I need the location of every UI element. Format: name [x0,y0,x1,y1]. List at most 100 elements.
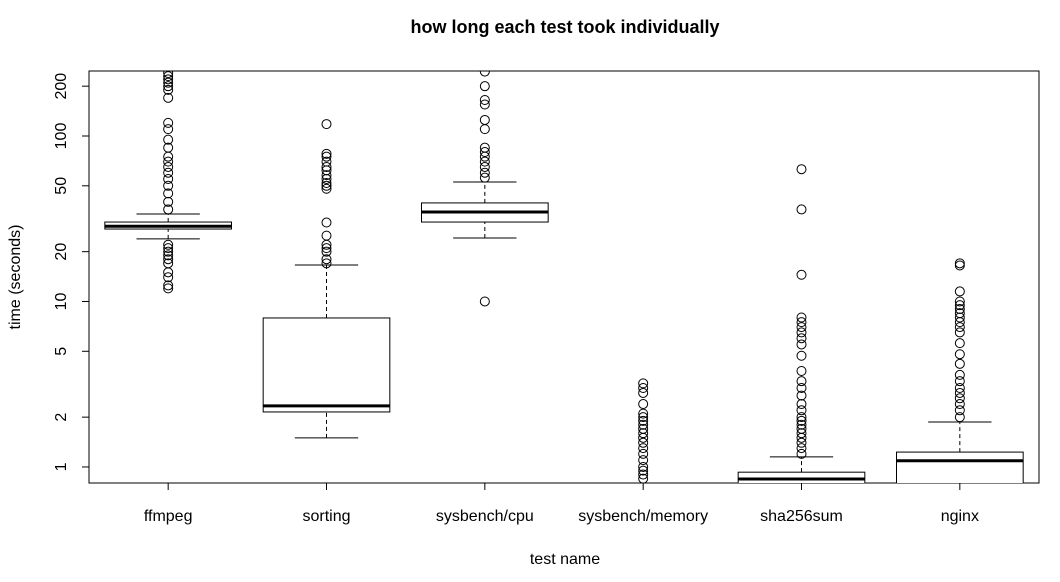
outlier [321,183,332,194]
outlier [163,71,174,79]
outlier [954,308,965,319]
outlier [796,412,807,423]
outlier [638,461,649,472]
outlier [163,84,174,95]
y-tick-label: 200 [53,73,70,100]
x-tick-label: sysbench/cpu [436,508,534,525]
outlier [321,170,332,181]
outlier [954,358,965,369]
outlier [479,147,490,158]
outlier [163,134,174,145]
outlier [163,283,174,294]
plot-area [104,71,1024,483]
outlier [321,254,332,265]
outlier [163,167,174,178]
outlier [321,246,332,257]
box [896,451,1024,483]
outlier [638,437,649,448]
outlier [163,74,174,85]
outlier [954,399,965,410]
outlier [954,349,965,360]
x-tick-label: sorting [302,508,350,525]
outlier [479,81,490,92]
outlier [796,419,807,430]
x-tick-label: ffmpeg [144,508,193,525]
outlier [954,327,965,338]
x-tick-label: nginx [941,508,979,525]
outlier [321,148,332,159]
y-tick-label: 100 [53,123,70,150]
x-axis-label: test name [530,551,600,568]
outlier [796,399,807,410]
outlier [321,119,332,130]
outlier [163,117,174,128]
outlier [796,437,807,448]
outlier [479,167,490,178]
outlier [796,269,807,280]
outlier [479,161,490,172]
outlier [954,387,965,398]
outlier [163,267,174,278]
outlier [163,272,174,283]
outlier [796,443,807,454]
box [262,317,391,413]
outlier [321,258,332,269]
outlier [321,230,332,241]
outlier [638,419,649,430]
outlier [954,405,965,416]
outlier [796,405,807,416]
outlier [163,92,174,103]
outlier [163,196,174,207]
outlier [163,180,174,191]
outlier [163,77,174,88]
outlier [163,71,174,82]
outlier [638,415,649,426]
outlier [796,448,807,459]
outlier [163,124,174,135]
outlier [954,383,965,394]
outlier [163,161,174,172]
outlier [638,448,649,459]
outlier [796,317,807,328]
outlier [321,151,332,162]
x-tick-label: sysbench/memory [578,508,708,525]
outlier [321,177,332,188]
outlier [479,156,490,167]
x-tick-label: sha256sum [760,508,843,525]
outlier [796,428,807,439]
outlier [638,443,649,454]
outlier [479,114,490,125]
outlier [479,99,490,110]
y-tick-label: 5 [53,347,70,356]
outlier [954,260,965,271]
outlier [479,94,490,105]
outlier [954,338,965,349]
outlier [954,286,965,297]
outlier [479,172,490,183]
outlier [954,322,965,333]
outlier [321,180,332,191]
outlier [321,217,332,228]
outlier [638,465,649,476]
outlier [796,423,807,434]
y-tick-label: 50 [53,177,70,195]
outlier [638,408,649,419]
outlier [954,369,965,380]
outlier [163,239,174,250]
chart-title: how long each test took individually [410,17,719,37]
y-tick-label: 1 [53,462,70,471]
outlier [638,428,649,439]
outlier [954,376,965,387]
outlier [321,156,332,167]
outlier [796,339,807,350]
outlier [479,71,490,77]
outlier [638,383,649,394]
outlier [796,383,807,394]
outlier [163,81,174,92]
outlier [796,415,807,426]
y-tick-label: 2 [53,413,70,422]
outlier [954,258,965,269]
outlier [796,312,807,323]
outlier [638,399,649,410]
y-axis-label: time (seconds) [7,225,24,330]
